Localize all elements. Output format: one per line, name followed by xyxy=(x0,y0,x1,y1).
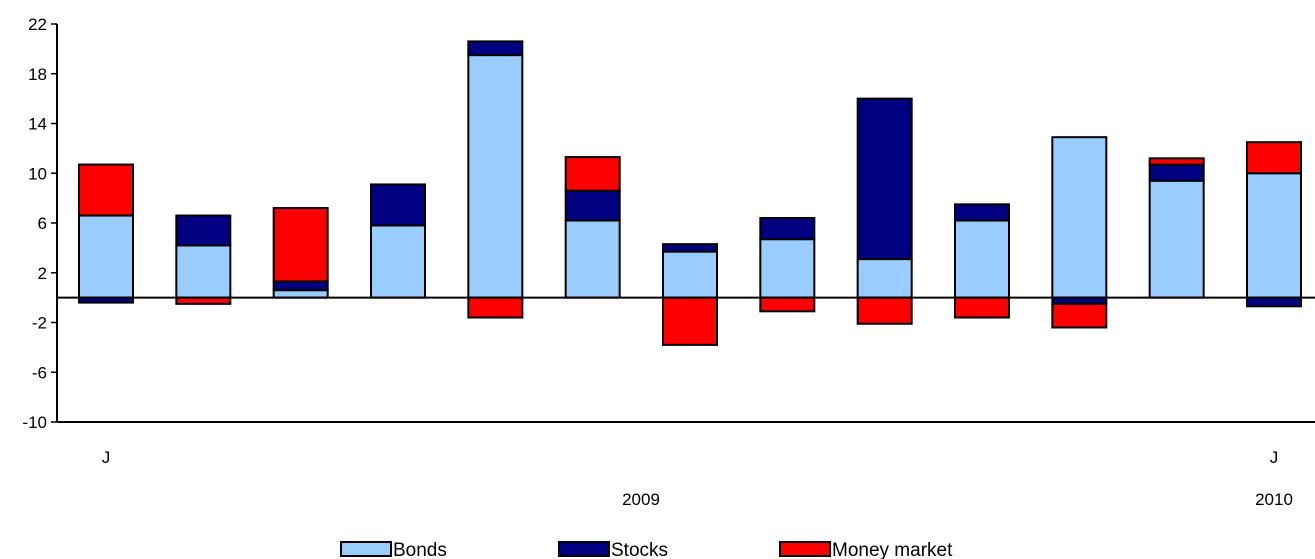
y-tick-label: 6 xyxy=(38,214,47,233)
x-year-label: 2010 xyxy=(1255,490,1293,509)
bar-segment-stocks xyxy=(272,280,329,292)
bar-segment-bonds xyxy=(1051,136,1108,299)
bar-segment-money-market xyxy=(954,296,1010,319)
legend: Bonds Stocks Money market xyxy=(340,540,953,559)
bar-segment-stocks xyxy=(662,243,718,253)
x-month-label: J xyxy=(102,448,111,467)
bar-segment-money-market xyxy=(467,296,524,319)
bar-segment-bonds xyxy=(662,250,718,299)
bar-segment-money-market xyxy=(759,296,816,313)
x-month-label: J xyxy=(1270,448,1279,467)
bar-segment-money-market xyxy=(272,207,329,283)
bar-segment-bonds xyxy=(856,258,913,299)
bar-segment-bonds xyxy=(759,238,816,299)
bar-segment-stocks xyxy=(175,214,232,247)
bar-segment-stocks xyxy=(759,217,816,241)
axes-layer xyxy=(56,24,1315,423)
bar-segment-money-market xyxy=(78,163,134,217)
legend-swatch-money-market xyxy=(779,541,831,557)
bar-segment-money-market xyxy=(662,296,718,346)
legend-swatch-stocks xyxy=(558,541,610,557)
bar-segment-bonds xyxy=(272,289,329,299)
y-tick-label: 14 xyxy=(28,115,47,134)
bar-segment-bonds xyxy=(370,224,426,299)
bar-segment-bonds xyxy=(564,219,621,299)
bar-segment-money-market xyxy=(564,156,621,192)
y-tick-label: 10 xyxy=(28,164,47,183)
bar-segment-bonds xyxy=(1246,172,1302,299)
legend-swatch-bonds xyxy=(340,541,392,557)
y-tick-label: -2 xyxy=(32,314,47,333)
y-tick-label: 2 xyxy=(38,264,47,283)
bar-segment-bonds xyxy=(467,54,524,299)
x-year-label: 2009 xyxy=(622,490,660,509)
y-tick-label: -6 xyxy=(32,363,47,382)
bars-layer xyxy=(78,40,1302,346)
y-tick-label: 22 xyxy=(28,15,47,34)
bar-segment-stocks xyxy=(1246,296,1302,308)
legend-label-stocks: Stocks xyxy=(611,540,668,559)
y-tick-label: 18 xyxy=(28,65,47,84)
bar-segment-money-market xyxy=(1051,302,1108,329)
bar-segment-stocks xyxy=(1148,163,1205,182)
x-axis-labels: J J 2009 2010 xyxy=(102,448,1293,509)
bar-segment-stocks xyxy=(564,189,621,222)
bar-segment-money-market xyxy=(1246,141,1302,175)
y-axis-ticks: 22 18 14 10 6 2 -2 -6 -10 xyxy=(22,15,57,432)
legend-label-money-market: Money market xyxy=(832,540,953,559)
bar-segment-bonds xyxy=(954,219,1010,299)
bar-segment-money-market xyxy=(1148,157,1205,166)
bar-segment-stocks xyxy=(467,40,524,57)
bar-segment-bonds xyxy=(78,214,134,299)
bar-segment-stocks xyxy=(954,203,1010,222)
bar-segment-money-market xyxy=(856,296,913,325)
bar-segment-stocks xyxy=(856,97,913,261)
legend-label-bonds: Bonds xyxy=(393,540,447,559)
y-tick-label: -10 xyxy=(22,413,47,432)
bar-segment-bonds xyxy=(1148,179,1205,299)
bar-segment-bonds xyxy=(175,244,232,299)
bar-segment-stocks xyxy=(370,183,426,227)
